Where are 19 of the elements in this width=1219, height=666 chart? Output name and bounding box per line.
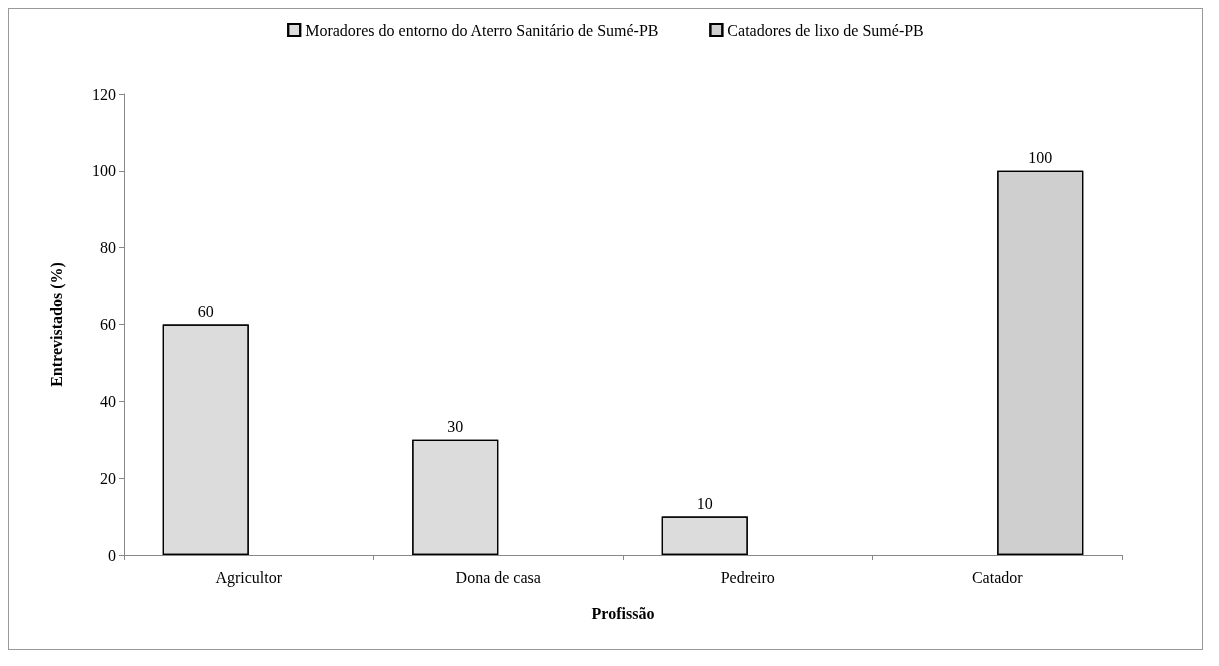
y-tick-label: 20 — [100, 469, 116, 487]
x-tick-label: Pedreiro — [720, 568, 775, 586]
legend-label: Moradores do entorno do Aterro Sanitário de Sumé-PB — [305, 21, 659, 39]
legend-label: Catadores de lixo de Sumé-PB — [727, 21, 924, 39]
x-axis-title: Profissão — [591, 604, 655, 622]
data-label: 60 — [197, 303, 214, 320]
data-label: 30 — [447, 418, 464, 436]
y-tick-label: 0 — [108, 546, 116, 564]
x-tick-label: Agricultor — [215, 568, 283, 587]
y-tick-label: 100 — [92, 162, 116, 180]
data-label: 10 — [696, 495, 713, 513]
y-tick-label: 80 — [100, 239, 116, 257]
y-tick-label: 40 — [100, 392, 116, 410]
y-tick-label: 120 — [92, 85, 116, 103]
y-axis-title: Entrevistados (%) — [47, 262, 66, 387]
x-tick-label: Catador — [971, 568, 1024, 586]
y-tick-label: 60 — [100, 316, 116, 333]
data-label: 100 — [1028, 149, 1053, 167]
x-tick-label: Dona de casa — [455, 568, 541, 586]
